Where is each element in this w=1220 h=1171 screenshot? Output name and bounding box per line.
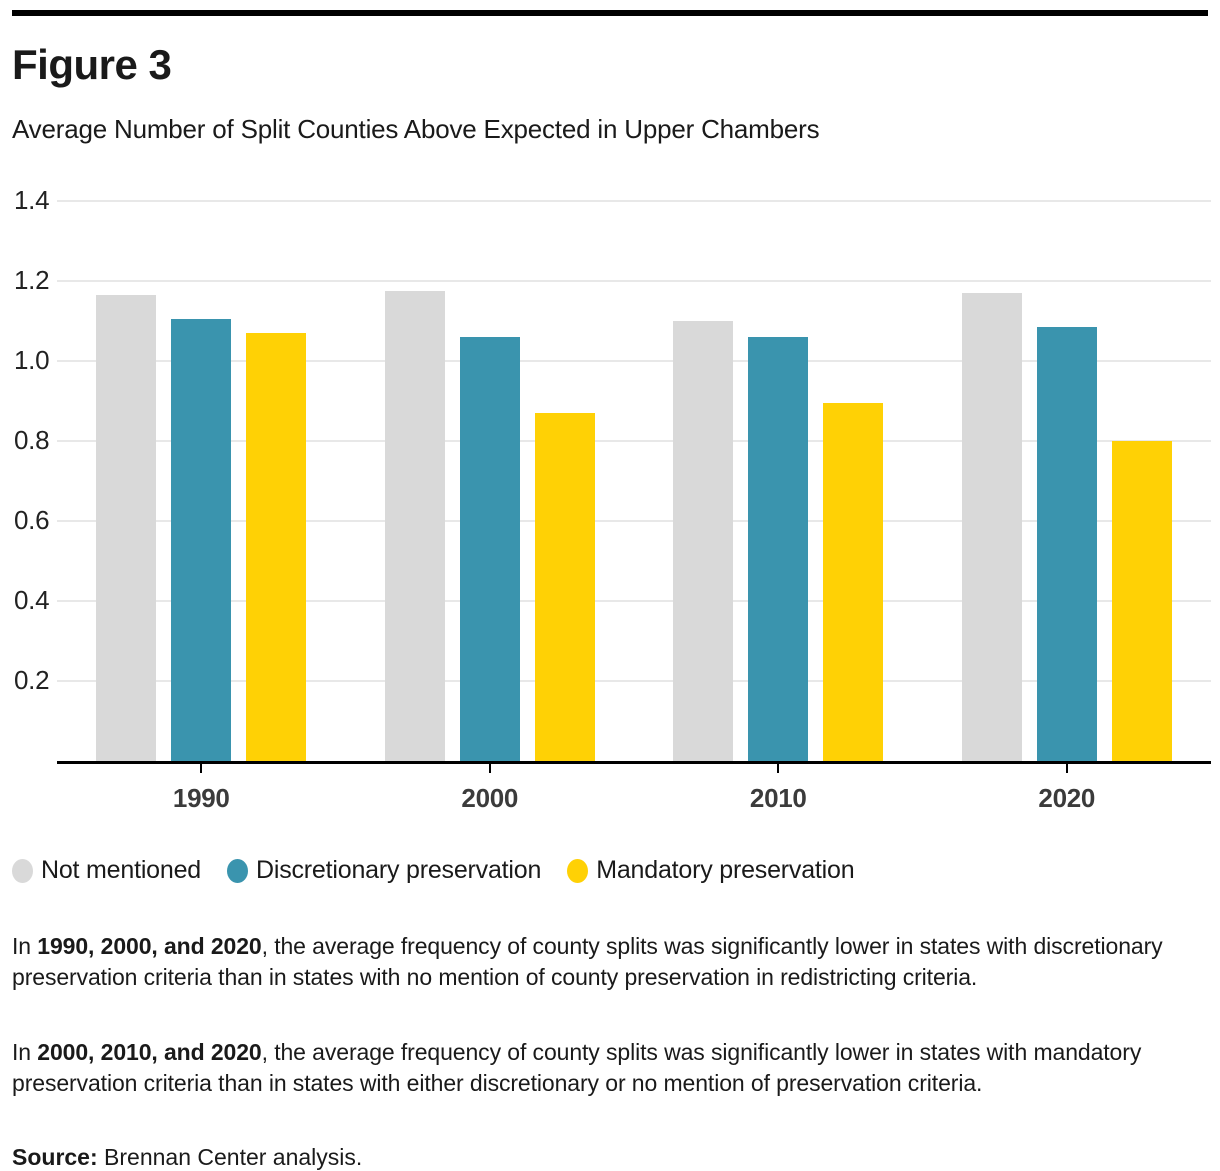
x-axis-tick (777, 764, 780, 773)
legend-swatch-icon (227, 858, 248, 883)
legend-item-mandatory-preservation: Mandatory preservation (567, 856, 855, 885)
x-axis-tick (200, 764, 203, 773)
annotation-bold-years: 2000, 2010, and 2020 (37, 1039, 262, 1065)
annotation-text: In (12, 1039, 38, 1065)
y-axis-label: 1.2 (14, 265, 50, 295)
x-axis-label-2010: 2010 (749, 783, 807, 813)
y-axis-label: 1.4 (14, 185, 50, 215)
y-axis-label: 0.6 (14, 505, 50, 535)
bar-2020-not-mentioned (961, 293, 1022, 761)
source-line: Source: Brennan Center analysis. (12, 1143, 1208, 1171)
bar-1990-mandatory-preservation (246, 333, 307, 761)
bar-2000-not-mentioned (384, 291, 445, 761)
bar-2000-discretionary-preservation (459, 337, 520, 761)
y-axis-label: 1.0 (14, 345, 50, 375)
source-text: Brennan Center analysis. (97, 1144, 363, 1170)
legend-label: Discretionary preservation (256, 856, 542, 884)
bar-2010-discretionary-preservation (748, 337, 809, 761)
top-border-rule (12, 10, 1208, 16)
figure-number-heading: Figure 3 (12, 41, 172, 88)
legend-swatch-icon (567, 858, 589, 883)
gridline-0.4 (57, 600, 1211, 602)
bar-2020-mandatory-preservation (1111, 441, 1172, 761)
annotation-text: , the average frequency of county splits… (12, 1039, 1142, 1096)
gridline-1.2 (57, 280, 1211, 282)
grouped-bar-chart: 1.4 1.2 1.0 0.8 0.6 0.4 0.2 1990 2000 2010 2020 (12, 185, 1211, 824)
gridline-1.4 (57, 200, 1211, 202)
x-axis-label-1990: 1990 (172, 783, 230, 813)
annotation-text: , the average frequency of county splits… (12, 933, 1163, 990)
annotation-paragraph-2: In 2000, 2010, and 2020, the average fre… (12, 1037, 1208, 1099)
bar-1990-not-mentioned (96, 295, 157, 761)
gridline-0.6 (57, 520, 1211, 522)
x-axis-label-2020: 2020 (1038, 783, 1096, 813)
annotation-paragraph-1: In 1990, 2000, and 2020, the average fre… (12, 931, 1208, 993)
legend-item-discretionary-preservation: Discretionary preservation (227, 856, 541, 885)
legend-item-not-mentioned: Not mentioned (12, 856, 201, 885)
figure-card: Figure 3 Average Number of Split Countie… (0, 10, 1220, 1171)
source-label: Source: (12, 1144, 98, 1170)
bar-2010-mandatory-preservation (823, 403, 884, 761)
bar-2010-not-mentioned (673, 321, 734, 761)
gridline-0.8 (57, 440, 1211, 442)
legend-label: Not mentioned (41, 856, 201, 884)
y-axis-label: 0.8 (14, 425, 50, 455)
annotation-text: In (12, 933, 38, 959)
bar-1990-discretionary-preservation (171, 319, 232, 761)
y-axis-label: 0.2 (14, 665, 50, 695)
legend-label: Mandatory preservation (596, 856, 855, 884)
x-axis-tick (1065, 764, 1068, 773)
annotation-bold-years: 1990, 2000, and 2020 (37, 933, 262, 959)
y-axis-label: 0.4 (14, 585, 50, 615)
x-axis-line (57, 761, 1211, 764)
chart-title: Average Number of Split Counties Above E… (12, 114, 820, 144)
gridline-0.2 (57, 680, 1211, 682)
bar-2000-mandatory-preservation (534, 413, 595, 761)
chart-legend: Not mentioned Discretionary preservation M… (12, 856, 1208, 885)
bar-2020-discretionary-preservation (1036, 327, 1097, 761)
x-axis-label-2000: 2000 (461, 783, 519, 813)
x-axis-tick (488, 764, 491, 773)
gridline-1.0 (57, 360, 1211, 362)
legend-swatch-icon (12, 858, 33, 883)
